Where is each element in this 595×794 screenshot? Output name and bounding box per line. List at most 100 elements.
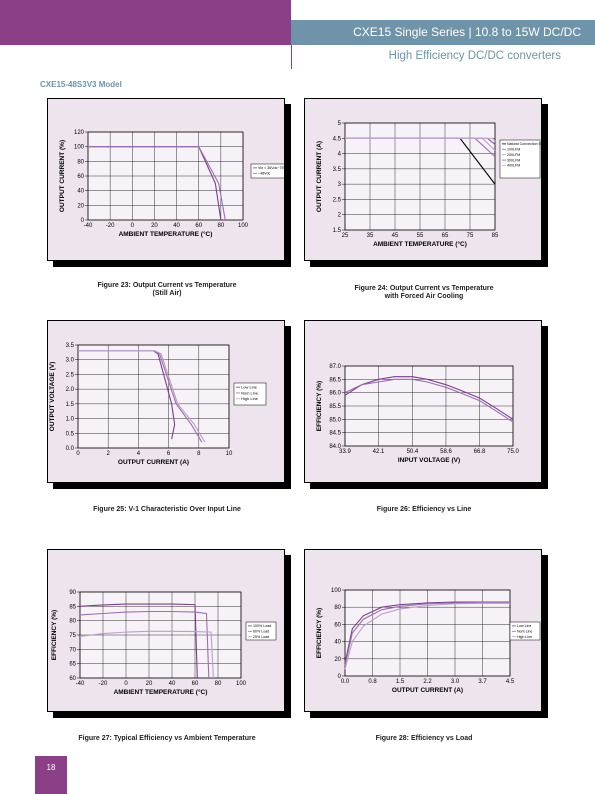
x-axis-label: INPUT VOLTAGE (V) xyxy=(398,457,460,464)
x-tick-label: 100 xyxy=(236,681,247,687)
series-line-1 xyxy=(344,601,510,664)
x-tick-label: 2 xyxy=(107,451,111,457)
fig27-chart-panel: -40 -20 0 20 40 60 80 100 60 65 70 75 80 85 90 AMBIENT … xyxy=(47,549,285,712)
fig27-caption: Figure 27: Typical Efficiency vs Ambient… xyxy=(78,735,256,742)
series-line-1 xyxy=(79,603,198,679)
y-tick-label: 84.0 xyxy=(329,444,341,450)
x-tick-label: 3.7 xyxy=(478,679,487,685)
y-tick-label: 3.5 xyxy=(66,343,75,349)
y-tick-label: 80 xyxy=(334,605,341,611)
y-tick-label: 20 xyxy=(334,657,341,663)
x-tick-label: 0 xyxy=(76,451,80,457)
series-line-2 xyxy=(88,146,226,221)
x-tick-label: 66.8 xyxy=(474,449,486,455)
legend-entry: 60% Load xyxy=(253,630,269,634)
y-tick-label: 0.5 xyxy=(66,431,75,437)
legend-entry: Low Line xyxy=(241,385,258,390)
x-tick-label: 33.9 xyxy=(339,449,351,455)
x-tick-label: 0.0 xyxy=(341,679,350,685)
fig26-svg: 33.9 42.1 50.4 58.6 66.8 75.0 84.0 84.5 85.0 85.5… xyxy=(316,364,519,464)
x-tick-label: 60 xyxy=(192,681,199,687)
y-tick-label: 85 xyxy=(69,604,76,610)
y-tick-label: 0 xyxy=(338,674,342,680)
x-tick-label: -20 xyxy=(106,223,115,229)
legend-entry: 100% Load xyxy=(253,624,271,628)
y-axis-label: EFFICIENCY (%) xyxy=(316,608,323,658)
legend-box xyxy=(499,139,541,179)
x-tick-label: -20 xyxy=(99,681,108,687)
legend-entry: High Line xyxy=(517,635,532,639)
legend-box xyxy=(245,621,277,641)
x-tick-label: 0 xyxy=(124,681,128,687)
x-tick-label: 20 xyxy=(146,681,153,687)
x-tick-label: 75.0 xyxy=(507,449,519,455)
series-line-3 xyxy=(78,350,206,443)
fig26-caption: Figure 26: Efficiency vs Line xyxy=(376,506,472,513)
x-tick-label: 6 xyxy=(167,451,171,457)
legend-entry: High Line xyxy=(241,396,259,401)
y-tick-label: 60 xyxy=(77,174,84,180)
x-tick-label: 20 xyxy=(151,223,158,229)
fig23-svg: -40 -20 0 20 40 60 80 100 0 20 40 60 80 100 120 AMBIENT… xyxy=(59,130,284,238)
y-tick-label: 2.5 xyxy=(66,372,75,378)
x-tick-label: 55 xyxy=(417,233,424,239)
legend-entry: Natural Convection Simulation xyxy=(507,142,541,146)
y-tick-label: 86.0 xyxy=(329,391,341,397)
model-label: CXE15-48S3V3 Model xyxy=(40,80,122,89)
fig28-svg: 0.0 0.8 1.5 2.2 3.0 3.7 4.5 0 20 40 60 80 100 OUTPUT … xyxy=(316,588,541,694)
y-tick-label: 5 xyxy=(338,121,342,127)
y-tick-label: 75 xyxy=(69,633,76,639)
fig25-svg: 0 2 4 6 8 10 0.0 0.5 1.0 1.5 2.0 2.5 3.0 3.5 OUTPUT CU… xyxy=(49,343,267,466)
x-axis-label: OUTPUT CURRENT (A) xyxy=(118,459,189,466)
y-tick-label: 0.0 xyxy=(66,446,75,452)
legend-entry: 200LFM xyxy=(507,153,520,157)
x-tick-label: 100 xyxy=(238,223,249,229)
fig23-chart-panel: -40 -20 0 20 40 60 80 100 0 20 40 60 80 100 120 AMBIENT… xyxy=(47,98,285,261)
y-tick-label: 120 xyxy=(74,130,85,136)
header-subtitle: High Efficiency DC/DC converters xyxy=(388,50,561,62)
y-tick-label: 60 xyxy=(334,622,341,628)
legend-box xyxy=(509,621,541,641)
x-tick-label: 8 xyxy=(197,451,201,457)
fig28-caption: Figure 28: Efficiency vs Load xyxy=(375,735,473,742)
header-subtitle-band xyxy=(291,45,595,69)
legend-box xyxy=(233,382,267,406)
series-line-2 xyxy=(79,610,210,679)
y-tick-label: 100 xyxy=(74,145,85,151)
fig24-caption: Figure 24: Output Current vs Temperature… xyxy=(354,285,494,300)
x-tick-label: 0 xyxy=(131,223,135,229)
y-tick-label: 1.0 xyxy=(66,417,75,423)
y-tick-label: 3.0 xyxy=(66,358,75,364)
y-tick-label: 2.5 xyxy=(333,197,342,203)
y-tick-label: 60 xyxy=(69,676,76,682)
x-tick-label: 60 xyxy=(195,223,202,229)
x-tick-label: -40 xyxy=(84,223,93,229)
y-tick-label: 85.0 xyxy=(329,417,341,423)
x-tick-label: 0.8 xyxy=(368,679,377,685)
y-tick-label: 3 xyxy=(338,182,342,188)
x-tick-label: 58.6 xyxy=(440,449,452,455)
series-line-3 xyxy=(344,602,510,670)
y-axis-label: EFFICIENCY (%) xyxy=(51,610,58,660)
y-tick-label: 80 xyxy=(77,159,84,165)
series-line-1 xyxy=(344,376,514,420)
y-tick-label: 85.5 xyxy=(329,404,341,410)
legend-entry: 25% Load xyxy=(253,635,269,639)
x-tick-label: 4 xyxy=(137,451,141,457)
y-tick-label: 2 xyxy=(338,213,342,219)
y-tick-label: 90 xyxy=(69,590,76,596)
fig24-svg: 25 35 45 55 65 75 85 1.5 2 2.5 3 3.5 4 4.5 5 AMBIENT TE… xyxy=(316,121,541,248)
series-line-5 xyxy=(345,137,496,142)
y-tick-label: 1.5 xyxy=(66,402,75,408)
y-axis-label: OUTPUT CURRENT (A) xyxy=(316,141,323,212)
x-tick-label: 25 xyxy=(342,233,349,239)
x-axis-label: AMBIENT TEMPERATURE (°C) xyxy=(114,688,208,696)
legend-entry: 300LFM xyxy=(507,158,520,162)
y-tick-label: 84.5 xyxy=(329,431,341,437)
plot-area xyxy=(77,344,230,449)
chart-legend: Vin = 36Vdc~75Vdc ~48Vdc xyxy=(250,163,284,179)
x-tick-label: 45 xyxy=(392,233,399,239)
x-tick-label: 80 xyxy=(218,223,225,229)
